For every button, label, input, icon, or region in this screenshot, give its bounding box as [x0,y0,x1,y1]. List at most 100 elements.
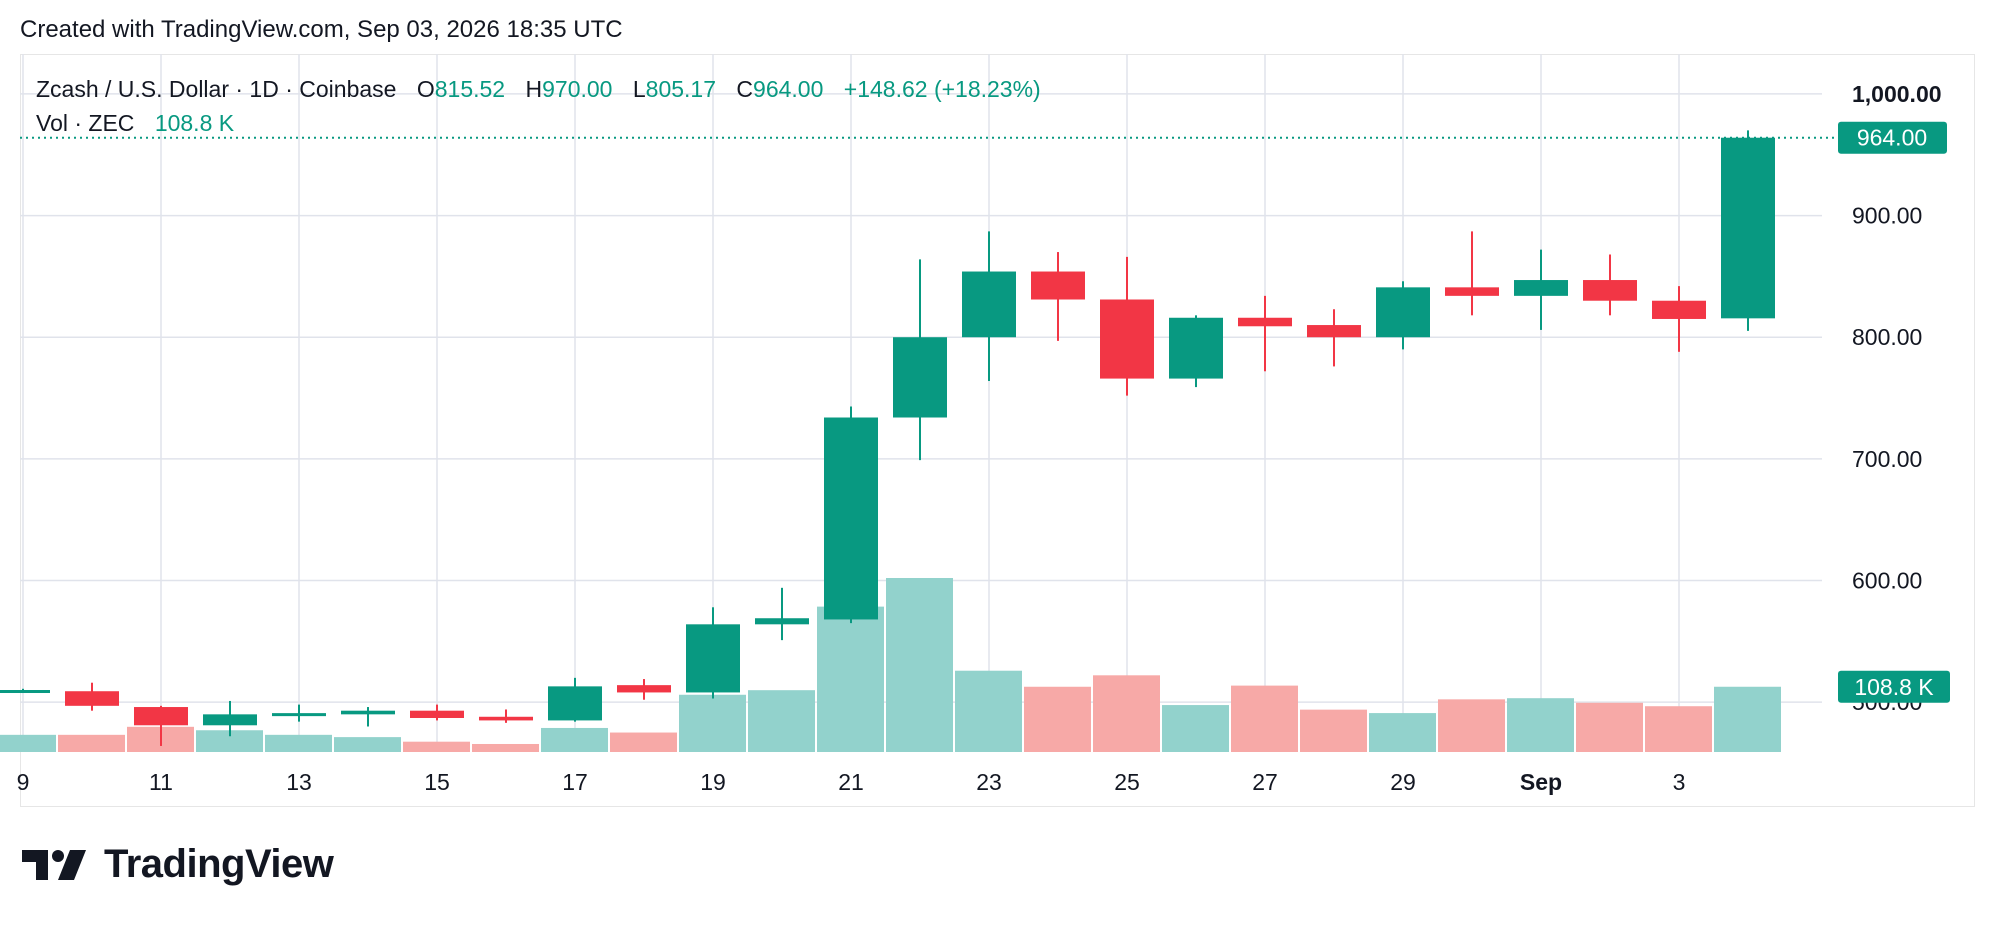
candle [65,682,119,711]
time-tick-label: 15 [424,769,450,795]
candle-body [1721,137,1775,319]
candle [1031,252,1085,341]
volume-bar [541,727,608,752]
low-value: 805.17 [645,76,717,102]
time-tick-label: 9 [17,769,30,795]
candle-body [203,714,257,726]
tradingview-logo[interactable]: TradingView [22,842,334,887]
time-tick-label: 19 [700,769,726,795]
price-tick-label: 1,000.00 [1852,81,1942,107]
volume-bar [679,694,746,752]
candle [1445,231,1499,316]
candle-body [1652,300,1706,319]
volume-bar [1438,699,1505,752]
candle-body [0,690,50,694]
candle [1652,286,1706,352]
symbol-title[interactable]: Zcash / U.S. Dollar · 1D · Coinbase [36,76,397,102]
time-tick-label: 21 [838,769,864,795]
candle-body [1238,317,1292,327]
candle-body [272,713,326,717]
candle [272,704,326,722]
candle [824,406,878,624]
volume-value: 108.8 K [154,110,235,136]
volume-bar [1507,698,1574,752]
volume-bar [1024,686,1091,752]
candle-body [617,685,671,693]
candle [1514,249,1568,330]
time-tick-label: 27 [1252,769,1278,795]
volume-bar [1369,713,1436,752]
candle [686,607,740,699]
candle [1100,256,1154,396]
last-price-label: 964.00 [1857,125,1927,151]
volume-bar [817,606,884,752]
volume-bar [1576,702,1643,752]
chart-caption: Created with TradingView.com, Sep 03, 20… [20,16,623,43]
candle-body [65,691,119,706]
candle [1307,309,1361,367]
candle-body [410,710,464,718]
candle [203,700,257,737]
volume-bar [1162,705,1229,752]
volume-bar [196,730,263,752]
time-tick-label: 23 [976,769,1002,795]
open-value: 815.52 [434,76,506,102]
high-value: 970.00 [542,76,613,102]
candle-body [1514,280,1568,296]
candle-body [893,337,947,418]
volume-bar [1300,709,1367,752]
last-price-tag [1838,121,1947,154]
candle [341,707,395,727]
time-axis: 9 11 13 15 17 19 21 23 25 27 29 Sep 3 [17,769,1686,795]
tradingview-logo-icon [22,849,86,880]
volume-bar [58,734,125,752]
candle-body [548,686,602,721]
price-tick-label: 600.00 [1852,568,1922,594]
last-volume-label: 108.8 K [1854,674,1934,700]
candle [1238,295,1292,372]
volume-bar [1645,706,1712,752]
candle [1376,281,1430,350]
time-tick-label: 17 [562,769,588,795]
candle [755,587,809,641]
candle [617,679,671,700]
candle-body [1031,271,1085,300]
candle-body [134,707,188,726]
candle-body [686,624,740,693]
candle [1169,315,1223,388]
chart-frame [20,54,1975,807]
candle [410,704,464,721]
volume-bar [334,737,401,752]
volume-bar [403,741,470,752]
volume-bar [610,732,677,752]
volume-bar [472,743,539,752]
price-tick-label: 800.00 [1852,324,1922,350]
candle-body [1445,287,1499,296]
time-tick-label: 25 [1114,769,1140,795]
time-tick-label: 11 [149,769,173,795]
volume-bar [265,734,332,752]
candle-body [341,710,395,715]
close-value: 964.00 [753,76,824,102]
candle-body [962,271,1016,338]
candle [134,705,188,746]
volume-bar [748,690,815,752]
time-tick-label: 13 [286,769,312,795]
time-tick-label: Sep [1520,769,1562,795]
candle-body [479,716,533,721]
volume-bars [0,578,1781,752]
candle-body [755,618,809,625]
close-label: C [736,76,754,102]
ohlc-row: Zcash / U.S. Dollar · 1D · Coinbase O815… [36,72,1041,106]
last-volume-tag [1838,670,1950,703]
price-tick-label: 900.00 [1852,203,1922,229]
volume-label[interactable]: Vol · ZEC [36,110,135,136]
open-label: O [416,76,435,102]
high-label: H [525,76,543,102]
volume-bar [955,670,1022,752]
candle [548,677,602,722]
low-label: L [632,76,646,102]
candle-body [824,417,878,620]
last-value-markers: 964.00 108.8 K [20,121,1950,703]
